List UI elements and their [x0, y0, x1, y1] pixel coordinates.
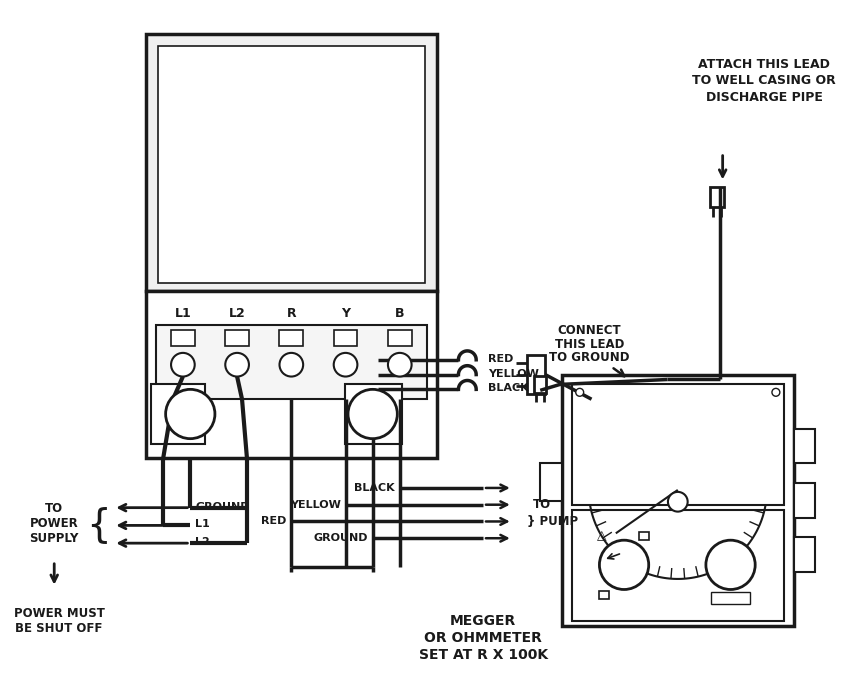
Circle shape: [388, 353, 411, 377]
Bar: [388, 330, 411, 346]
Text: TO
POWER
SUPPLY: TO POWER SUPPLY: [30, 502, 79, 545]
Bar: [158, 46, 425, 283]
Text: DISCHARGE PIPE: DISCHARGE PIPE: [706, 91, 823, 104]
Text: BLACK: BLACK: [488, 383, 529, 393]
Circle shape: [280, 353, 303, 377]
Circle shape: [166, 389, 215, 439]
Bar: [794, 537, 815, 572]
Bar: [528, 355, 545, 394]
Text: TO GROUND: TO GROUND: [549, 351, 630, 364]
Bar: [156, 325, 427, 399]
Text: TO WELL CASING OR: TO WELL CASING OR: [692, 74, 836, 88]
Text: R: R: [286, 307, 296, 320]
Bar: [345, 384, 402, 444]
Text: POWER MUST
BE SHUT OFF: POWER MUST BE SHUT OFF: [14, 607, 105, 635]
Text: RED: RED: [488, 353, 513, 364]
Circle shape: [348, 389, 397, 439]
Bar: [225, 330, 249, 346]
Bar: [562, 375, 794, 626]
Text: B: B: [395, 307, 405, 320]
Text: L2: L2: [196, 537, 210, 547]
Text: BLACK: BLACK: [354, 483, 395, 493]
Bar: [334, 330, 357, 346]
Bar: [794, 429, 815, 463]
Text: {: {: [86, 506, 111, 544]
Bar: [146, 34, 437, 291]
Bar: [572, 510, 784, 621]
Circle shape: [599, 540, 649, 590]
Text: RED: RED: [261, 517, 286, 526]
Circle shape: [225, 353, 249, 377]
Text: GROUND: GROUND: [314, 533, 368, 543]
Circle shape: [706, 540, 755, 590]
Bar: [639, 533, 649, 540]
Bar: [572, 384, 784, 505]
Text: TO: TO: [532, 498, 551, 511]
Circle shape: [668, 492, 688, 512]
Text: YELLOW: YELLOW: [290, 500, 341, 510]
Circle shape: [171, 353, 195, 377]
Text: Y: Y: [341, 307, 350, 320]
Bar: [171, 330, 195, 346]
Text: CONNECT: CONNECT: [558, 324, 621, 337]
Circle shape: [334, 353, 357, 377]
Bar: [711, 593, 751, 604]
Bar: [280, 330, 303, 346]
Bar: [541, 463, 562, 501]
Text: THIS LEAD: THIS LEAD: [555, 338, 624, 351]
Text: GROUND: GROUND: [196, 502, 250, 512]
Bar: [150, 384, 205, 444]
Text: } PUMP: } PUMP: [528, 515, 579, 528]
Text: L1: L1: [196, 520, 210, 529]
Text: SET AT R X 100K: SET AT R X 100K: [418, 648, 547, 661]
Bar: [535, 376, 547, 393]
Circle shape: [575, 389, 584, 396]
Text: L1: L1: [174, 307, 191, 320]
Circle shape: [772, 389, 779, 396]
Text: OR OHMMETER: OR OHMMETER: [424, 631, 542, 645]
Bar: [146, 291, 437, 458]
Bar: [710, 187, 723, 207]
Text: ATTACH THIS LEAD: ATTACH THIS LEAD: [698, 57, 830, 70]
Text: L2: L2: [229, 307, 246, 320]
Text: MEGGER: MEGGER: [450, 614, 516, 628]
Text: △: △: [597, 528, 606, 542]
Text: YELLOW: YELLOW: [488, 369, 539, 378]
Bar: [599, 591, 609, 599]
Bar: [794, 483, 815, 517]
